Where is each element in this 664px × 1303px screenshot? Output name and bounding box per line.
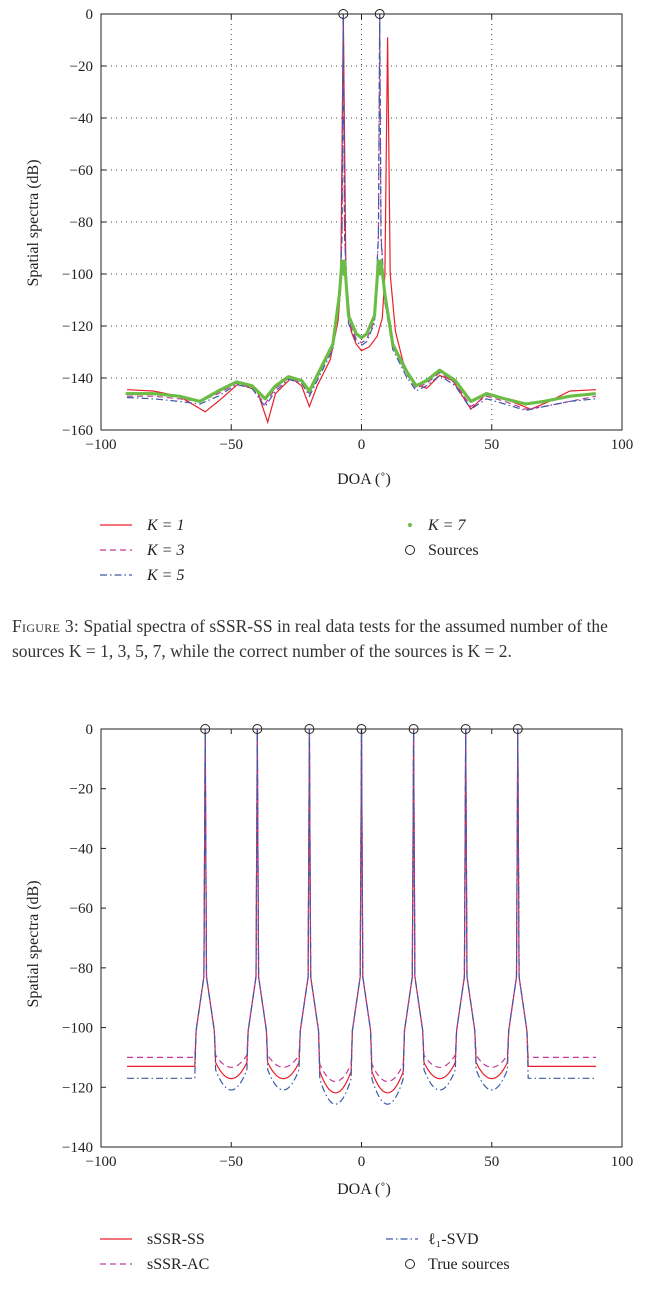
legend-swatch-k7 xyxy=(408,523,412,527)
y-tick-label: −140 xyxy=(62,371,93,387)
chart-2-series xyxy=(127,728,596,1105)
x-tick-label: 100 xyxy=(611,437,634,453)
y-tick-label: 0 xyxy=(86,7,94,23)
x-tick-label: −50 xyxy=(220,1154,243,1170)
x-tick-label: −100 xyxy=(86,1154,117,1170)
chart-1-grid xyxy=(101,14,622,430)
chart-1-y-axis-label: Spatial spectra (dB) xyxy=(25,159,42,286)
figure-caption: Figure 3: Spatial spectra of sSSR-SS in … xyxy=(12,614,657,664)
legend-swatch-true-sources xyxy=(405,1259,415,1269)
series-line-k3 xyxy=(127,13,597,410)
legend-label-sssr-ss: sSSR-SS xyxy=(147,1231,205,1248)
legend-label-true-sources: True sources xyxy=(428,1256,510,1273)
chart-2-y-axis-label: Spatial spectra (dB) xyxy=(25,880,42,1007)
y-tick-label: −60 xyxy=(70,901,93,917)
legend-label-k1: K = 1 xyxy=(146,517,184,534)
x-tick-label: 0 xyxy=(358,437,366,453)
legend-swatch-sources xyxy=(405,545,415,555)
series-line-svd xyxy=(127,728,596,1105)
legend-label-sources: Sources xyxy=(428,542,479,559)
y-tick-label: −120 xyxy=(62,319,93,335)
y-tick-label: −60 xyxy=(70,163,93,179)
legend-label-l1-svd: ℓ₁-SVD xyxy=(428,1231,479,1248)
chart-1-series xyxy=(125,13,597,425)
y-tick-label: −40 xyxy=(70,111,93,127)
caption-label: Figure 3: xyxy=(12,616,80,636)
chart-1: −100 −50 0 50 100 0 −20 −40 −60 −80 −100 −120 −140 −1… xyxy=(25,7,633,584)
chart-2-legend: sSSR-SS sSSR-AC ℓ₁-SVD True sources xyxy=(100,1231,510,1273)
y-tick-label: −160 xyxy=(62,423,93,439)
x-tick-label: 50 xyxy=(484,437,499,453)
y-tick-label: −100 xyxy=(62,1021,93,1037)
legend-label-k7: K = 7 xyxy=(427,517,466,534)
chart-2-ticks: −100 −50 0 50 100 0 −20 −40 −60 −80 −100 −120 −140 xyxy=(62,722,633,1170)
series-line-k5 xyxy=(126,13,597,412)
y-tick-label: −120 xyxy=(62,1080,93,1096)
x-tick-label: −50 xyxy=(220,437,243,453)
y-tick-label: −100 xyxy=(62,267,93,283)
y-tick-label: −20 xyxy=(70,782,93,798)
x-tick-label: 0 xyxy=(358,1154,366,1170)
chart-2: −100 −50 0 50 100 0 −20 −40 −60 −80 −100 −120 −140 D… xyxy=(25,722,633,1273)
chart-1-ticks: −100 −50 0 50 100 0 −20 −40 −60 −80 −100 −120 −140 −1… xyxy=(62,7,633,453)
chart-2-x-axis-label: DOA (˚) xyxy=(337,1181,391,1198)
y-tick-label: −80 xyxy=(70,961,93,977)
caption-text: Spatial spectra of sSSR-SS in real data … xyxy=(12,616,608,661)
legend-label-k5: K = 5 xyxy=(146,567,184,584)
y-tick-label: 0 xyxy=(86,722,94,738)
legend-label-k3: K = 3 xyxy=(146,542,184,559)
series-line-k1 xyxy=(126,13,597,425)
y-tick-label: −80 xyxy=(70,215,93,231)
x-tick-label: 100 xyxy=(611,1154,634,1170)
x-tick-label: −100 xyxy=(86,437,117,453)
x-tick-label: 50 xyxy=(484,1154,499,1170)
chart-1-legend: K = 1 K = 3 K = 5 K = 7 Sources xyxy=(100,517,479,584)
chart-1-x-axis-label: DOA (˚) xyxy=(337,471,391,488)
y-tick-label: −20 xyxy=(70,59,93,75)
series-k7-point xyxy=(592,392,597,396)
y-tick-label: −140 xyxy=(62,1140,93,1156)
y-tick-label: −40 xyxy=(70,841,93,857)
legend-label-sssr-ac: sSSR-AC xyxy=(147,1256,209,1273)
